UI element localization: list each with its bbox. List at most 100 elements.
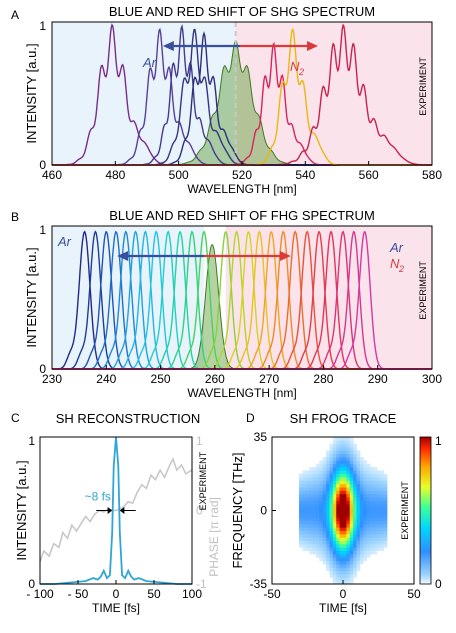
y-tick-label: 1 [39, 223, 46, 237]
frog-cell [383, 533, 388, 538]
frog-cell [302, 517, 307, 521]
frog-cell [380, 520, 384, 525]
frog-cell [339, 503, 344, 508]
frog-cell [343, 563, 347, 568]
frog-cell [332, 520, 337, 525]
frog-cell [329, 557, 334, 562]
x-tick-label: 300 [422, 372, 442, 386]
y-tick-label: 1 [39, 19, 46, 33]
frog-cell [336, 547, 341, 551]
frog-cell [353, 573, 357, 578]
frog-cell [356, 507, 361, 511]
frog-cell [305, 473, 310, 478]
frog-cell [305, 547, 310, 551]
frog-cell [322, 483, 327, 488]
frog-cell [329, 503, 334, 508]
frog-cell [366, 463, 371, 468]
frog-cell [326, 500, 330, 505]
chart-title: BLUE AND RED SHIFT OF FHG SPECTRUM [109, 208, 375, 223]
frog-cell [353, 557, 357, 562]
frog-cell [329, 520, 334, 525]
frog-cell [346, 540, 351, 545]
frog-cell [356, 457, 361, 461]
frog-cell [363, 537, 368, 541]
frog-cell [319, 543, 324, 548]
frog-cell [322, 497, 327, 501]
frog-cell [332, 530, 337, 535]
frog-cell [329, 450, 334, 455]
frog-cell [363, 550, 368, 555]
frog-cell [380, 510, 384, 515]
y-axis-label: INTENSITY [a.u.] [24, 247, 39, 347]
frog-cell [356, 563, 361, 568]
frog-cell [299, 543, 303, 548]
frog-cell [376, 493, 381, 498]
frog-cell [356, 510, 361, 515]
frog-cell [353, 490, 357, 495]
frog-cell [356, 500, 361, 505]
frog-cell [315, 480, 320, 485]
frog-cell [309, 550, 313, 555]
frog-cell [370, 547, 374, 551]
frog-cell [312, 520, 317, 525]
frog-cell [315, 507, 320, 511]
frog-cell [353, 550, 357, 555]
frog-cell [309, 517, 313, 521]
frog-cell [349, 553, 354, 558]
frog-cell [370, 517, 374, 521]
frog-cell [299, 530, 303, 535]
frog-cell [349, 490, 354, 495]
frog-cell [353, 473, 357, 478]
frog-cell [359, 500, 364, 505]
frog-cell [346, 520, 351, 525]
experiment-label: EXPERIMENT [418, 57, 428, 116]
frog-cell [359, 477, 364, 481]
panel-c: - 100 - 50 0 50 100 0 1 -1 0 1 ~8 fs C SH RECONSTRUC… [11, 411, 221, 615]
gas-label-ar: Ar [142, 55, 157, 70]
frog-cell [359, 487, 364, 491]
panel-letter: B [11, 210, 19, 224]
frog-cell [343, 497, 347, 501]
frog-cell [336, 500, 341, 505]
x-tick-label: 480 [105, 168, 125, 182]
frog-cell [312, 467, 317, 471]
frog-cell [299, 513, 303, 518]
frog-cell [312, 500, 317, 505]
frog-cell [336, 537, 341, 541]
frog-cell [329, 560, 334, 565]
right-y-tick-label: 0 [196, 504, 203, 518]
frog-cell [299, 493, 303, 498]
frog-cell [322, 560, 327, 565]
frog-cell [349, 480, 354, 485]
frog-cell [332, 470, 337, 475]
frog-cell [322, 500, 327, 505]
frog-cell [299, 523, 303, 528]
frog-cell [309, 527, 313, 531]
frog-cell [339, 513, 344, 518]
frog-cell [376, 533, 381, 538]
frog-cell [309, 503, 313, 508]
frog-cell [356, 450, 361, 455]
frog-cell [315, 487, 320, 491]
frog-cell [326, 550, 330, 555]
frog-cell [319, 460, 324, 465]
frog-cell [353, 460, 357, 465]
chart-title: SH RECONSTRUCTION [56, 411, 200, 426]
frog-cell [346, 570, 351, 575]
frog-cell [332, 557, 337, 562]
frog-cell [383, 503, 388, 508]
frog-cell [380, 513, 384, 518]
frog-cell [339, 577, 344, 582]
frog-cell [346, 467, 351, 471]
frog-cell [312, 503, 317, 508]
frog-cell [319, 537, 324, 541]
frog-cell [332, 540, 337, 545]
frog-cell [349, 493, 354, 498]
frog-cell [322, 470, 327, 475]
frog-cell [332, 507, 337, 511]
frog-cell [349, 460, 354, 465]
frog-cell [336, 457, 341, 461]
frog-cell [305, 470, 310, 475]
frog-cell [315, 483, 320, 488]
